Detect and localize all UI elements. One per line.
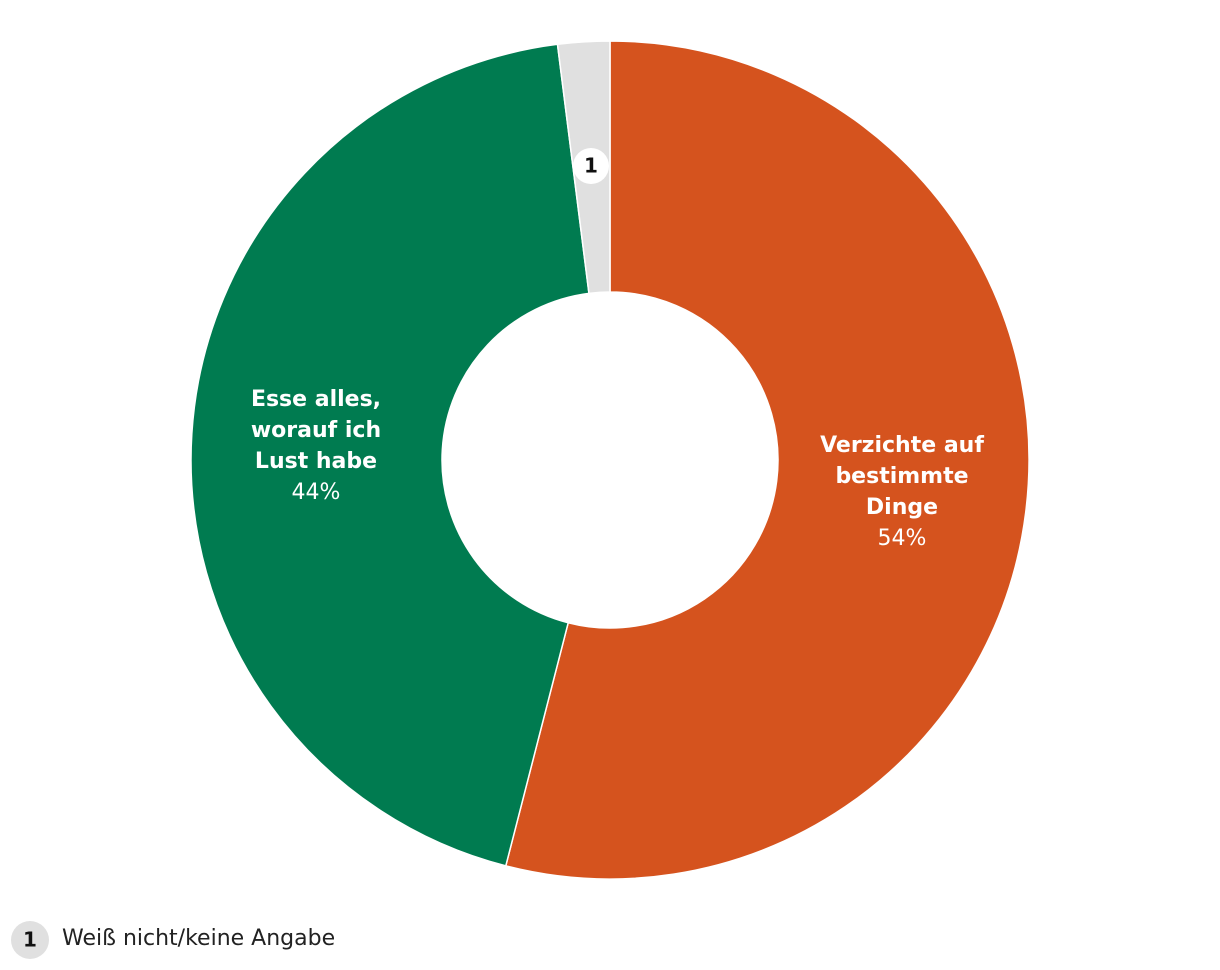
footnote-marker: 1 xyxy=(584,154,598,178)
slice xyxy=(190,43,590,867)
category-label: Esse alles, worauf ich Lust habe xyxy=(250,387,382,474)
value-label: 54% xyxy=(877,526,927,551)
slice xyxy=(504,40,1030,880)
category-label: Verzichte auf bestimmte Dinge xyxy=(820,433,984,520)
marker-badge xyxy=(573,148,609,184)
footnote: Weiß nicht/keine Angabe xyxy=(62,926,336,951)
slice-label: Verzichte auf bestimmte Dinge 54% xyxy=(812,430,992,554)
legend-marker: 1 xyxy=(23,928,37,952)
value-label: 44% xyxy=(291,480,341,505)
legend-badge xyxy=(11,921,49,959)
slice-label: Esse alles, worauf ich Lust habe 44% xyxy=(236,384,396,508)
